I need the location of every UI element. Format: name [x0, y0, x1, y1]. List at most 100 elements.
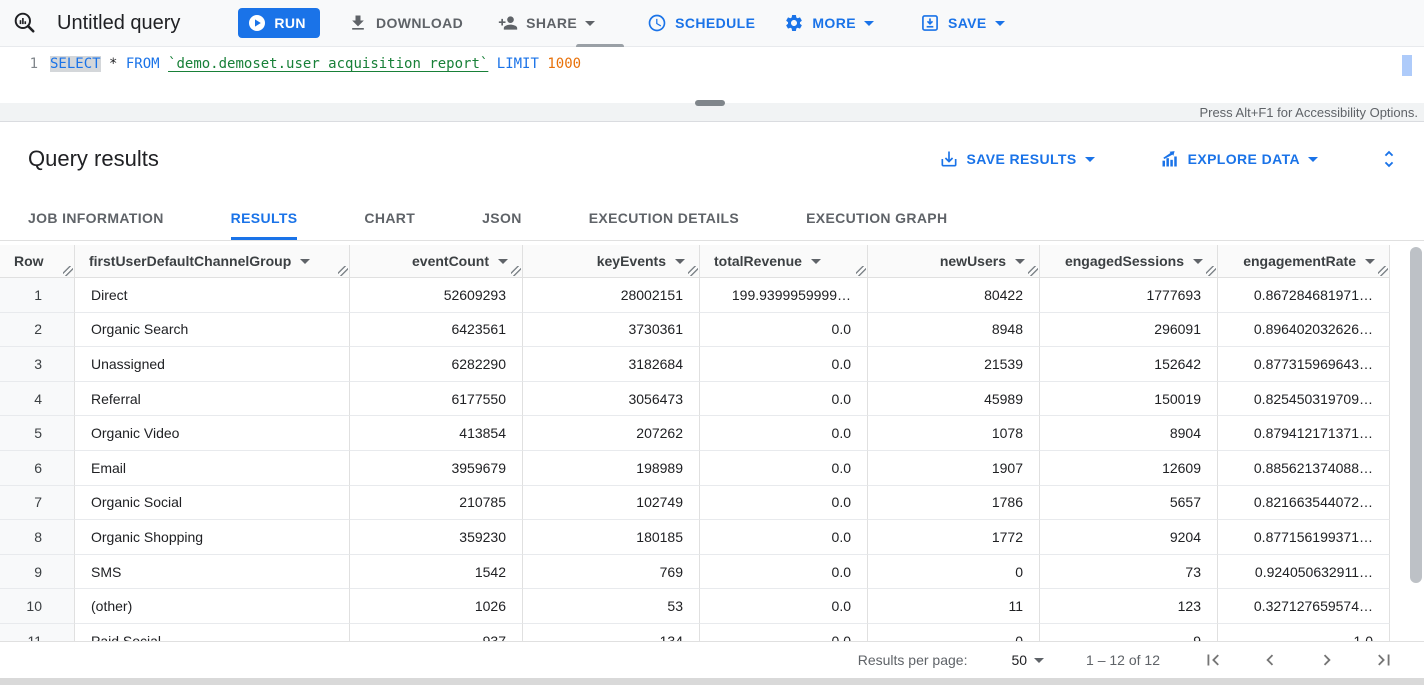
sort-caret-icon: [1193, 259, 1203, 264]
sql-keyword-from: FROM: [126, 56, 160, 72]
column-header-event-count[interactable]: eventCount: [350, 245, 523, 277]
cell-channel-group: SMS: [75, 555, 350, 590]
expand-results-button[interactable]: [1378, 148, 1400, 170]
tab-chart[interactable]: CHART: [364, 196, 415, 240]
column-header-engaged-sessions[interactable]: engagedSessions: [1040, 245, 1218, 277]
cell-engaged-sessions: 9: [1040, 624, 1218, 641]
panel-resize-handle[interactable]: [695, 100, 725, 106]
next-page-button[interactable]: [1316, 649, 1338, 671]
chevron-down-icon: [1085, 157, 1095, 162]
cell-engaged-sessions: 8904: [1040, 416, 1218, 451]
cell-total-revenue: 0.0: [700, 589, 868, 624]
sort-caret-icon: [1015, 259, 1025, 264]
share-button[interactable]: SHARE: [498, 13, 595, 33]
chevron-down-icon: [1034, 658, 1044, 663]
save-icon: [920, 13, 940, 33]
editor-scrollbar-thumb[interactable]: [1402, 55, 1412, 76]
save-button[interactable]: SAVE: [920, 13, 1005, 33]
column-resize-grip[interactable]: [511, 266, 521, 276]
column-header-total-revenue[interactable]: totalRevenue: [700, 245, 868, 277]
cell-engagement-rate: 1.0: [1218, 624, 1390, 641]
table-row: 2 Organic Search 6423561 3730361 0.0 894…: [0, 313, 1390, 348]
pagination-bar: Results per page: 50 1 – 12 of 12: [0, 641, 1424, 678]
editor-status-bar: Press Alt+F1 for Accessibility Options.: [0, 103, 1424, 122]
cell-engagement-rate: 0.885621374088…: [1218, 451, 1390, 486]
cell-total-revenue: 0.0: [700, 555, 868, 590]
cell-new-users: 0: [868, 555, 1040, 590]
save-results-button[interactable]: SAVE RESULTS: [939, 149, 1095, 169]
column-resize-grip[interactable]: [1378, 266, 1388, 276]
cell-key-events: 28002151: [523, 278, 700, 313]
cell-engaged-sessions: 73: [1040, 555, 1218, 590]
cell-key-events: 207262: [523, 416, 700, 451]
tab-execution-details[interactable]: EXECUTION DETAILS: [589, 196, 739, 240]
cell-total-revenue: 0.0: [700, 416, 868, 451]
cell-event-count: 359230: [350, 520, 523, 555]
sql-code-line[interactable]: SELECT * FROM `demo.demoset.user_acquisi…: [50, 47, 581, 103]
cell-channel-group: Organic Video: [75, 416, 350, 451]
column-resize-grip[interactable]: [338, 266, 348, 276]
results-table-area: Row firstUserDefaultChannelGroup eventCo…: [0, 241, 1424, 641]
explore-data-button[interactable]: EXPLORE DATA: [1160, 149, 1318, 169]
tab-results[interactable]: RESULTS: [231, 196, 298, 240]
chevron-down-icon: [864, 21, 874, 26]
row-number-cell: 11: [0, 624, 75, 641]
sql-table-reference[interactable]: `demo.demoset.user_acquisition_report`: [168, 56, 488, 72]
column-resize-grip[interactable]: [1028, 266, 1038, 276]
cell-engaged-sessions: 152642: [1040, 347, 1218, 382]
cell-new-users: 45989: [868, 382, 1040, 417]
previous-page-button[interactable]: [1259, 649, 1281, 671]
first-page-button[interactable]: [1202, 649, 1224, 671]
page-range-label: 1 – 12 of 12: [1086, 652, 1160, 668]
column-resize-grip[interactable]: [1206, 266, 1216, 276]
cell-key-events: 3182684: [523, 347, 700, 382]
query-results-header: Query results SAVE RESULTS EXP: [0, 122, 1424, 196]
row-number-cell: 4: [0, 382, 75, 417]
horizontal-scrollbar[interactable]: [0, 678, 1424, 685]
person-add-icon: [498, 13, 518, 33]
line-number: 1: [0, 47, 50, 103]
cell-new-users: 1786: [868, 486, 1040, 521]
cell-engagement-rate: 0.867284681971…: [1218, 278, 1390, 313]
download-icon: [348, 13, 368, 33]
tab-job-information[interactable]: JOB INFORMATION: [28, 196, 164, 240]
column-resize-grip[interactable]: [688, 266, 698, 276]
row-number-cell: 1: [0, 278, 75, 313]
column-header-new-users[interactable]: newUsers: [868, 245, 1040, 277]
last-page-button[interactable]: [1373, 649, 1395, 671]
cell-total-revenue: 0.0: [700, 313, 868, 348]
cell-channel-group: Referral: [75, 382, 350, 417]
cell-engagement-rate: 0.821663544072…: [1218, 486, 1390, 521]
chevron-down-icon: [995, 21, 1005, 26]
cell-engagement-rate: 0.327127659574…: [1218, 589, 1390, 624]
cell-event-count: 6282290: [350, 347, 523, 382]
cell-engaged-sessions: 296091: [1040, 313, 1218, 348]
unfold-more-icon: [1378, 148, 1400, 170]
cell-total-revenue: 0.0: [700, 382, 868, 417]
column-header-channel-group[interactable]: firstUserDefaultChannelGroup: [75, 245, 350, 277]
sql-editor[interactable]: 1 SELECT * FROM `demo.demoset.user_acqui…: [0, 47, 1424, 103]
row-number-cell: 6: [0, 451, 75, 486]
column-header-engagement-rate[interactable]: engagementRate: [1218, 245, 1390, 277]
row-number-cell: 8: [0, 520, 75, 555]
sort-caret-icon: [498, 259, 508, 264]
more-button[interactable]: MORE: [784, 13, 874, 33]
schedule-button[interactable]: SCHEDULE: [647, 13, 755, 33]
chevron-down-icon: [585, 21, 595, 26]
tab-execution-graph[interactable]: EXECUTION GRAPH: [806, 196, 947, 240]
column-resize-grip[interactable]: [63, 266, 73, 276]
table-scrollbar-thumb[interactable]: [1410, 247, 1422, 583]
cell-key-events: 134: [523, 624, 700, 641]
page-size-select[interactable]: 50: [1011, 652, 1044, 668]
cell-channel-group: Email: [75, 451, 350, 486]
column-resize-grip[interactable]: [856, 266, 866, 276]
clock-icon: [647, 13, 667, 33]
prev-page-icon: [1259, 649, 1281, 671]
tab-json[interactable]: JSON: [482, 196, 522, 240]
row-number-cell: 10: [0, 589, 75, 624]
download-button[interactable]: DOWNLOAD: [348, 13, 463, 33]
table-row: 10 (other) 1026 53 0.0 11 123 0.32712765…: [0, 589, 1390, 624]
column-header-key-events[interactable]: keyEvents: [523, 245, 700, 277]
run-button[interactable]: RUN: [238, 8, 320, 38]
cell-engaged-sessions: 12609: [1040, 451, 1218, 486]
